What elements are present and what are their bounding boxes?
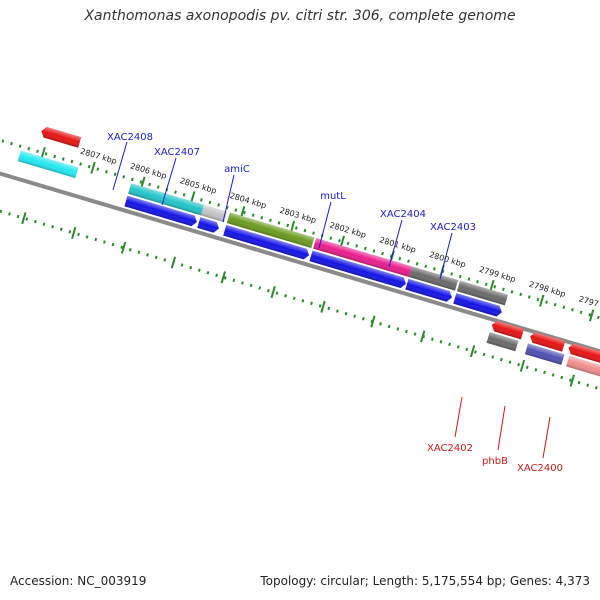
tick-label: 2803 kbp [279,206,318,225]
tick-mark [170,256,177,269]
tick-label: 2799 kbp [478,265,517,284]
gene-label-xac2403[interactable]: XAC2403 [430,222,476,233]
tick-label: 2801 kbp [378,235,417,254]
tick-mark [270,286,276,299]
gene-label-xac2402[interactable]: XAC2402 [427,443,473,454]
tick-label: 2798 kbp [528,280,567,299]
tick-mark [539,294,545,307]
tick-mark [220,271,226,284]
tick-mark [21,212,27,225]
scale-labels: 2807 kbp 2806 kbp 2805 kbp 2804 kbp 2803… [79,147,600,314]
map-title: Xanthomonas axonopodis pv. citri str. 30… [84,8,516,24]
gene-label-phbb[interactable]: phbB [482,456,508,467]
tick-label: 2806 kbp [129,161,168,180]
gene-label-xac2404[interactable]: XAC2404 [380,209,426,220]
forward-strand-outer-row [17,150,509,306]
genome-backbone [0,166,600,370]
tick-mark [71,226,77,240]
gene-label-amic[interactable]: amiC [224,164,250,175]
tick-label: 2807 kbp [79,147,118,166]
reverse-strand-row [41,126,600,380]
tick-label: 2805 kbp [179,176,218,195]
tick-mark [120,241,127,254]
tick-mark [420,330,426,343]
tick-mark [569,374,575,387]
accession-text: Accession: NC_003919 [10,574,147,588]
tick-mark [370,315,376,328]
tick-mark [320,300,326,313]
gene-label-xac2400[interactable]: XAC2400 [517,463,563,474]
forward-gene-labels: XAC2408 XAC2407 amiC mutL XAC2404 XAC240… [107,132,476,280]
gene-label-xac2408[interactable]: XAC2408 [107,132,153,143]
tick-label: 2804 kbp [229,191,268,210]
gene-label-xac2407[interactable]: XAC2407 [154,147,200,158]
genome-summary-text: Topology: circular; Length: 5,175,554 bp… [260,574,590,588]
reverse-gene-labels: XAC2402 phbB XAC2400 [427,396,563,474]
tick-mark [469,345,476,358]
inner-ticks [21,212,575,387]
tick-mark [519,359,526,372]
forward-strand-inner-row [124,195,502,317]
tick-mark [588,309,595,322]
tick-label: 2800 kbp [428,250,467,269]
tick-label: 2802 kbp [328,221,367,240]
tick-mark [90,161,96,174]
gene-label-mutl[interactable]: mutL [320,191,346,202]
